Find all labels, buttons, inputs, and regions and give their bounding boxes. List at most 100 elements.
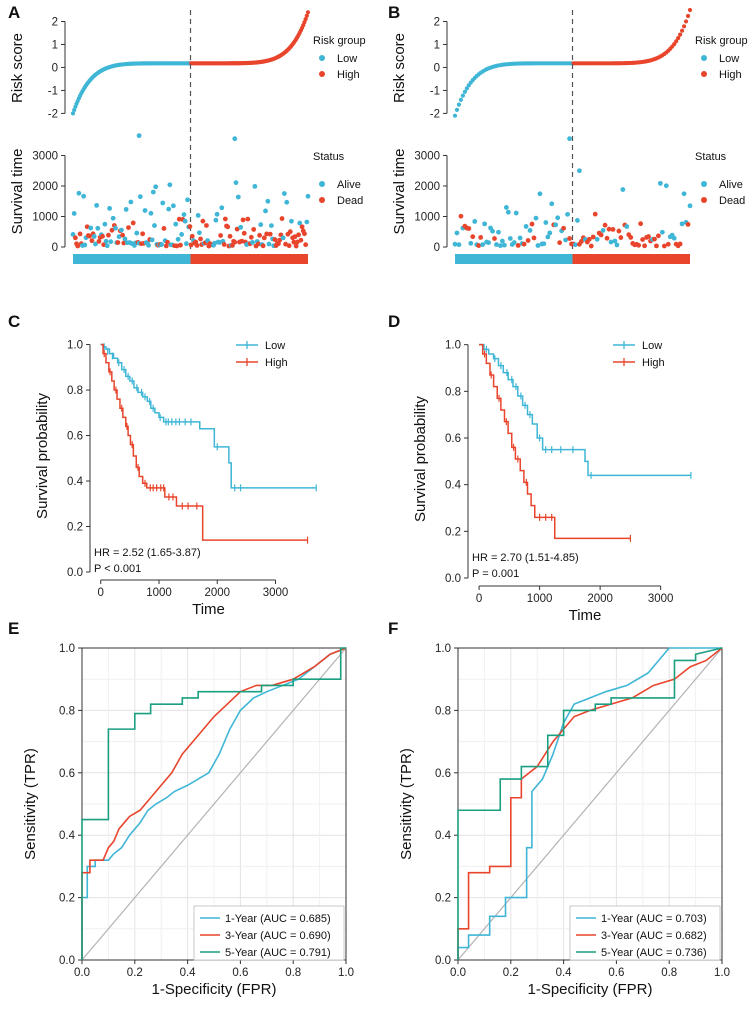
survival-point [646, 234, 651, 239]
survival-point [76, 190, 82, 196]
survival-point [677, 241, 683, 247]
survival-point [665, 241, 671, 247]
survival-point [87, 233, 92, 239]
survival-point [238, 224, 244, 230]
survival-point [466, 226, 472, 231]
y-axis-title-E: Sensitivity (TPR) [22, 748, 39, 860]
survival-point [248, 234, 254, 240]
survival-point [198, 236, 203, 242]
survival-point [492, 236, 497, 241]
survival-point [179, 232, 185, 237]
risk-y-ticklabel-A: 2 [52, 16, 58, 28]
survival-point [88, 225, 94, 231]
risk-y-ticklabel-B: 1 [434, 39, 440, 51]
risk-y-ticklabel-A: 1 [52, 39, 58, 51]
survival-point [104, 243, 110, 249]
survival-point [263, 208, 268, 214]
surv-y-ticklabel-A: 2000 [32, 181, 58, 193]
survival-point [594, 236, 600, 242]
risk-score-point [685, 13, 691, 19]
y-ticklabel-D: 0.4 [445, 480, 462, 492]
survival-point [77, 231, 83, 237]
y-ticklabel-F: 0.4 [435, 830, 452, 842]
panel-label-B: B [388, 3, 400, 22]
surv-y-label-B: Survival time [391, 149, 408, 235]
survival-point [221, 242, 227, 247]
survival-point [137, 194, 143, 200]
y-ticklabel-C: 0.2 [67, 522, 83, 534]
roc-legend-label-F: 5-Year (AUC = 0.736) [601, 947, 707, 959]
risk-y-ticklabel-B: -1 [430, 85, 440, 97]
y-ticklabel-F: 0.8 [435, 705, 451, 717]
x-axis-title-E: 1-Specificity (FPR) [151, 981, 276, 998]
survival-point [452, 241, 458, 247]
survival-point [498, 243, 503, 249]
surv-y-ticklabel-A: 0 [52, 242, 58, 254]
hr-annotation-C: HR = 2.52 (1.65-3.87) [94, 547, 201, 559]
survival-point [183, 241, 189, 247]
survival-point [299, 224, 305, 230]
survival-point [602, 222, 608, 228]
survival-point [189, 233, 195, 239]
survival-point [549, 201, 555, 207]
y-ticklabel-D: 0.2 [445, 526, 461, 538]
survival-point [614, 242, 620, 248]
survival-point [140, 231, 146, 237]
survival-point [200, 218, 206, 224]
y-ticklabel-D: 0.6 [445, 433, 461, 445]
survival-point [256, 241, 261, 247]
roc-curve-1-year-E [81, 647, 347, 960]
km-curve-low-D [479, 343, 691, 477]
survival-point [555, 215, 561, 221]
survival-point [195, 213, 201, 218]
survival-point [302, 231, 307, 237]
risk-legend-label-B: Low [719, 53, 739, 65]
survival-point [258, 222, 264, 228]
survival-point [187, 224, 193, 229]
risk-score-point [72, 107, 77, 113]
survival-point [120, 232, 125, 238]
roc-legend-label-E: 5-Year (AUC = 0.791) [225, 947, 331, 959]
x-axis-title-C: Time [192, 601, 225, 618]
surv-y-ticklabel-A: 1000 [32, 211, 58, 223]
survival-point [671, 235, 677, 241]
risk-score-point [674, 39, 679, 44]
risk-score-point [303, 16, 308, 22]
status-legend-dot-A [319, 197, 325, 203]
survival-point [501, 242, 507, 248]
survival-point [96, 238, 102, 244]
risk-group-bar-low-B [455, 254, 573, 264]
survival-point [91, 234, 97, 239]
y-ticklabel-C: 1.0 [67, 340, 83, 352]
survival-point [529, 221, 535, 227]
survival-point [218, 233, 224, 238]
survival-point [181, 212, 187, 218]
survival-point [232, 239, 238, 245]
survival-point [541, 241, 547, 247]
survival-point [102, 221, 108, 227]
diagonal-reference-line-E [81, 647, 347, 961]
survival-point [303, 242, 309, 248]
risk-legend-label-A: Low [337, 53, 357, 65]
risk-score-point [304, 13, 309, 18]
survival-point [545, 234, 551, 240]
x-ticklabel-E: 0.8 [285, 967, 301, 979]
status-legend-title-A: Status [313, 151, 345, 163]
risk-y-label-A: Risk score [9, 33, 26, 103]
survival-point [547, 230, 553, 236]
survival-point [687, 203, 693, 209]
survival-point [72, 235, 78, 241]
survival-point [681, 191, 687, 197]
survival-point [100, 233, 105, 239]
survival-point [260, 243, 266, 249]
x-ticklabel-F: 1.0 [714, 967, 730, 979]
risk-score-point [70, 111, 76, 116]
survival-point [167, 182, 173, 188]
survival-point [561, 225, 567, 231]
survival-point [661, 243, 667, 249]
survival-point [527, 228, 533, 233]
risk-legend-dot-B [701, 55, 707, 61]
y-ticklabel-C: 0.0 [67, 567, 83, 579]
y-axis-title-F: Sensitivity (TPR) [398, 748, 415, 860]
survival-point [108, 239, 114, 245]
